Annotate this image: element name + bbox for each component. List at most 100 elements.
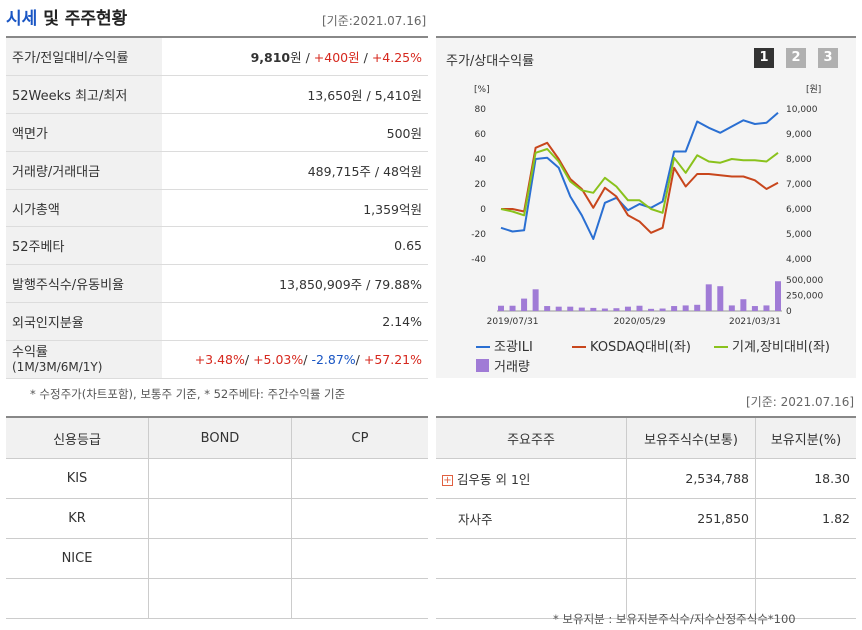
y-left-tick-label: 60 [475, 130, 487, 140]
chart-panel: 주가/상대수익률 1 2 3 [%] [원] 80 60 40 20 0 -20 -40 10… [436, 36, 856, 378]
price-base-date: [기준:2021.07.16] [322, 14, 427, 28]
agency-name: KR [6, 498, 149, 539]
col-header: 보유지분(%) [755, 417, 856, 459]
holder-name: 김우동 외 1인 [457, 472, 531, 487]
row-value: 1,359억원 [162, 189, 428, 228]
volume-bar [567, 306, 574, 311]
volume-bar [532, 289, 539, 311]
volume-tick-label: 0 [786, 307, 792, 317]
y-left-tick-label: 80 [475, 105, 487, 115]
y-right-tick-label: 9,000 [786, 130, 812, 140]
volume-bar [601, 308, 608, 311]
x-tick-label: 2021/03/31 [729, 317, 781, 327]
x-tick-label: 2019/07/31 [487, 317, 539, 327]
table-row: 시가총액 1,359억원 [6, 189, 428, 228]
volume-bar [694, 304, 701, 311]
credit-rating-table: 신용등급 BOND CP KIS KR NICE [6, 416, 428, 619]
table-row: 외국인지분율 2.14% [6, 302, 428, 342]
table-row [436, 578, 856, 619]
volume-bar [717, 286, 724, 311]
volume-bar [578, 307, 585, 311]
table-row: 52주베타 0.65 [6, 226, 428, 266]
holder-pct: 18.30 [755, 458, 856, 499]
table-row: KIS [6, 458, 428, 499]
col-header: 보유주식수(보통) [626, 417, 756, 459]
chart-page-3-button[interactable]: 3 [818, 48, 838, 68]
row-label: 외국인지분율 [6, 302, 162, 342]
price-rate: +4.25% [371, 49, 422, 65]
table-row: KR [6, 498, 428, 539]
row-value: 489,715주 / 48억원 [162, 151, 428, 190]
y-right-tick-label: 6,000 [786, 205, 812, 215]
holder-pct: 1.82 [755, 498, 856, 539]
table-header-row: 주요주주 보유주식수(보통) 보유지분(%) [436, 417, 856, 459]
y-left-tick-label: -20 [471, 230, 486, 240]
col-header: 주요주주 [436, 417, 627, 459]
chart-page-1-button[interactable]: 1 [754, 48, 774, 68]
col-header: CP [291, 417, 428, 459]
volume-bar [659, 308, 666, 311]
volume-bar [671, 306, 678, 311]
return-6m: -2.87% [311, 352, 356, 368]
current-price: 9,810 [250, 49, 291, 65]
holder-shares: 251,850 [626, 498, 756, 539]
table-row: 52Weeks 최고/최저 13,650원 / 5,410원 [6, 75, 428, 114]
table-row [6, 578, 428, 619]
row-label: 52주베타 [6, 226, 162, 266]
volume-bar [740, 299, 747, 311]
volume-bar [705, 284, 712, 311]
volume-bar [509, 305, 516, 311]
volume-bar [498, 305, 504, 311]
series-line-3 [500, 148, 779, 217]
x-tick-label: 2020/05/29 [614, 317, 666, 327]
row-label: 시가총액 [6, 189, 162, 228]
agency-name: NICE [6, 538, 149, 579]
major-holders-table: 주요주주 보유주식수(보통) 보유지분(%) + 김우동 외 1인 2,534,7… [436, 416, 856, 619]
price-unit: 원 / [290, 49, 314, 65]
volume-bar [624, 306, 631, 311]
volume-bar [751, 306, 758, 311]
volume-tick-label: 250,000 [786, 292, 823, 302]
table-row: 자사주 251,850 1.82 [436, 498, 856, 539]
legend-swatch-volume [476, 359, 489, 372]
return-1y: +57.21% [363, 352, 422, 368]
row-value: 500원 [162, 113, 428, 152]
series-line-1 [500, 112, 779, 240]
volume-tick-label: 500,000 [786, 276, 823, 286]
expand-plus-icon[interactable]: + [442, 475, 453, 486]
legend-series2: KOSDAQ대비(좌) [590, 340, 691, 355]
table-header-row: 신용등급 BOND CP [6, 417, 428, 459]
y-right-tick-label: 4,000 [786, 255, 812, 265]
legend-series1: 조광ILI [494, 340, 533, 355]
separator: / [355, 352, 364, 368]
series-line-2 [501, 141, 779, 234]
col-header: BOND [148, 417, 292, 459]
table-row: 발행주식수/유동비율 13,850,909주 / 79.88% [6, 264, 428, 304]
volume-bar [555, 306, 562, 311]
agency-name: KIS [6, 458, 149, 499]
row-label: 발행주식수/유동비율 [6, 264, 162, 304]
col-header: 신용등급 [6, 417, 149, 459]
table-row: 주가/전일대비/수익률 9,810원 / +400원 / +4.25% [6, 37, 428, 76]
price-change: +400원 [313, 49, 360, 65]
volume-bar [544, 306, 551, 311]
row-value: 2.14% [162, 302, 428, 342]
returns-chart: [%] [원] 80 60 40 20 0 -20 -40 10,000 9,000 8,000 7… [471, 84, 830, 375]
y-right-tick-label: 5,000 [786, 230, 812, 240]
table-row: + 김우동 외 1인 2,534,788 18.30 [436, 458, 856, 499]
return-3m: +5.03% [253, 352, 304, 368]
returns-period-label: (1M/3M/6M/1Y) [12, 359, 103, 374]
volume-bar [613, 308, 620, 311]
table-row: 액면가 500원 [6, 113, 428, 152]
page-title: 시세 및 주주현황 [6, 9, 128, 29]
separator: / [244, 352, 254, 368]
y-right-tick-label: 8,000 [786, 155, 812, 165]
table-row: 수익률 (1M/3M/6M/1Y) +3.48%/ +5.03%/ -2.87%/… [6, 340, 428, 380]
volume-bar [775, 281, 781, 311]
y-left-tick-label: 40 [475, 155, 487, 165]
right-unit-label: [원] [806, 84, 821, 95]
chart-page-2-button[interactable]: 2 [786, 48, 806, 68]
separator: / [303, 352, 312, 368]
chart-title: 주가/상대수익률 [446, 54, 535, 69]
volume-bar [636, 305, 643, 311]
